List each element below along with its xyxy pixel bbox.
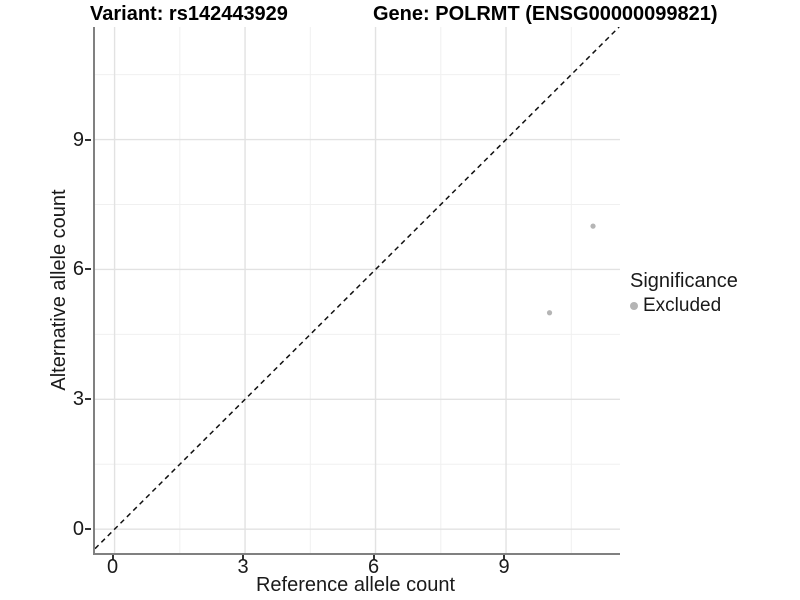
- plot-panel: [93, 27, 620, 555]
- x-axis-label: Reference allele count: [255, 574, 455, 596]
- y-tick-mark: [85, 138, 91, 141]
- x-tick-mark: [242, 555, 245, 560]
- x-tick-label: 6: [367, 556, 380, 578]
- x-tick-label: 0: [107, 556, 119, 578]
- plot-canvas: [95, 27, 620, 553]
- y-tick-mark: [85, 528, 91, 531]
- y-tick-label: 9: [72, 128, 84, 151]
- y-tick-mark: [85, 268, 91, 271]
- y-tick-label: 3: [72, 388, 84, 411]
- x-tick-mark: [111, 555, 114, 560]
- identity-reference-line: [95, 27, 620, 550]
- y-tick-mark: [85, 398, 91, 401]
- y-tick-label: 6: [72, 258, 84, 281]
- variant-title: Variant: rs142443929: [90, 3, 288, 25]
- y-tick-label: 0: [72, 518, 84, 541]
- data-point: [590, 223, 596, 229]
- x-tick-mark: [503, 555, 506, 560]
- legend-item-label: Excluded: [643, 295, 722, 316]
- x-tick-label: 9: [498, 556, 510, 578]
- legend-item-excluded: Excluded: [630, 295, 738, 317]
- legend-key-dot-icon: [630, 302, 638, 310]
- legend-title: Significance: [630, 270, 738, 292]
- x-tick-mark: [372, 555, 375, 560]
- data-point: [546, 310, 553, 316]
- x-tick-label: 3: [237, 556, 249, 578]
- gene-title: Gene: POLRMT (ENSG00000099821): [373, 3, 718, 25]
- y-axis-label: Alternative allele count: [48, 189, 70, 391]
- legend: Significance Excluded: [630, 270, 738, 317]
